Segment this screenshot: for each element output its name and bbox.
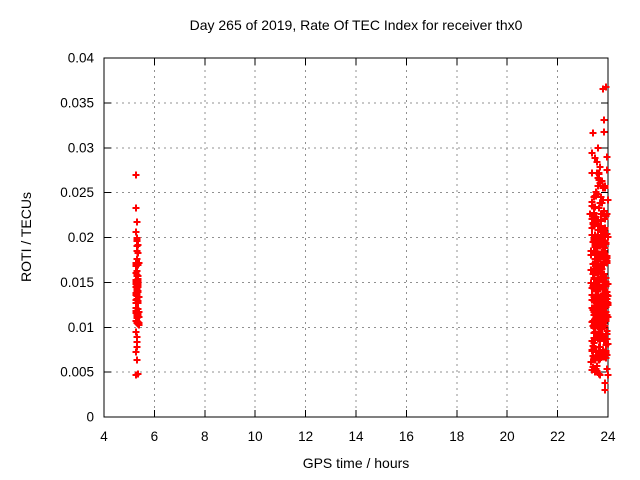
x-tick-label: 10 [248, 429, 263, 444]
y-tick-label: 0.04 [68, 51, 95, 66]
y-tick-label: 0.02 [68, 230, 94, 245]
y-tick-label: 0 [86, 410, 94, 425]
chart-title: Day 265 of 2019, Rate Of TEC Index for r… [189, 17, 523, 33]
x-tick-label: 22 [550, 429, 565, 444]
x-tick-label: 14 [348, 429, 364, 444]
x-tick-label: 12 [298, 429, 313, 444]
x-tick-label: 20 [500, 429, 515, 444]
x-axis-label: GPS time / hours [302, 455, 410, 471]
y-tick-label: 0.035 [60, 95, 94, 110]
x-tick-label: 8 [201, 429, 209, 444]
x-tick-label: 16 [399, 429, 414, 444]
y-tick-label: 0.03 [68, 140, 94, 155]
x-tick-label: 6 [151, 429, 159, 444]
y-tick-label: 0.005 [60, 365, 94, 380]
y-tick-label: 0.025 [60, 185, 94, 200]
scatter-points [132, 83, 612, 394]
y-tick-label: 0.01 [68, 320, 94, 335]
x-tick-label: 4 [100, 429, 108, 444]
x-tick-label: 18 [449, 429, 464, 444]
y-tick-label: 0.015 [60, 275, 94, 290]
x-tick-label: 24 [600, 429, 616, 444]
